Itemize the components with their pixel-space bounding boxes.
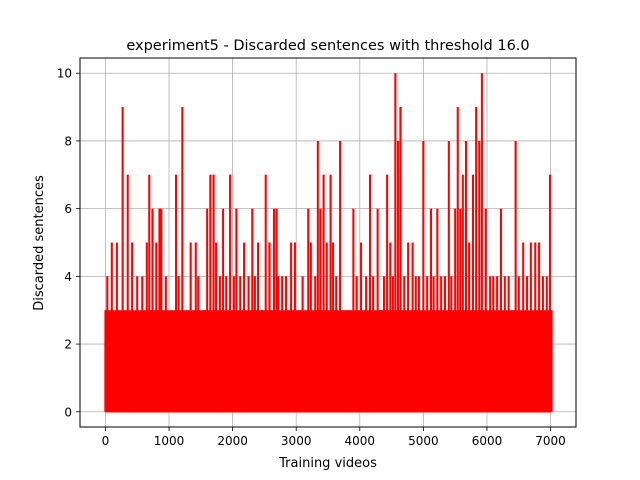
axes-frame xyxy=(79,57,577,428)
x-tick-label: 3000 xyxy=(281,434,312,448)
x-tick-label: 0 xyxy=(102,434,110,448)
x-tick-label: 5000 xyxy=(408,434,439,448)
x-tick-label: 4000 xyxy=(345,434,376,448)
x-tick-label: 6000 xyxy=(472,434,503,448)
y-tick-label: 2 xyxy=(64,338,72,352)
y-tick-label: 6 xyxy=(64,202,72,216)
x-tick-label: 7000 xyxy=(535,434,566,448)
x-tick-label: 1000 xyxy=(154,434,185,448)
x-tick-label: 2000 xyxy=(217,434,248,448)
axis-ticks: 0 1000 2000 3000 4000 5000 6000 7000 0 2 4 6 8 10 xyxy=(57,67,566,448)
chart-title: experiment5 - Discarded sentences with t… xyxy=(126,38,529,54)
x-axis-label: Training videos xyxy=(278,456,377,471)
y-tick-label: 4 xyxy=(64,270,72,284)
series-red xyxy=(104,73,553,413)
y-tick-label: 8 xyxy=(64,134,72,148)
y-axis-label: Discarded sentences xyxy=(32,175,47,311)
y-tick-label: 10 xyxy=(57,67,72,81)
y-tick-label: 0 xyxy=(64,405,72,419)
plot-area: 0 1000 2000 3000 4000 5000 6000 7000 0 2 4 6 8 10 xyxy=(57,57,577,448)
